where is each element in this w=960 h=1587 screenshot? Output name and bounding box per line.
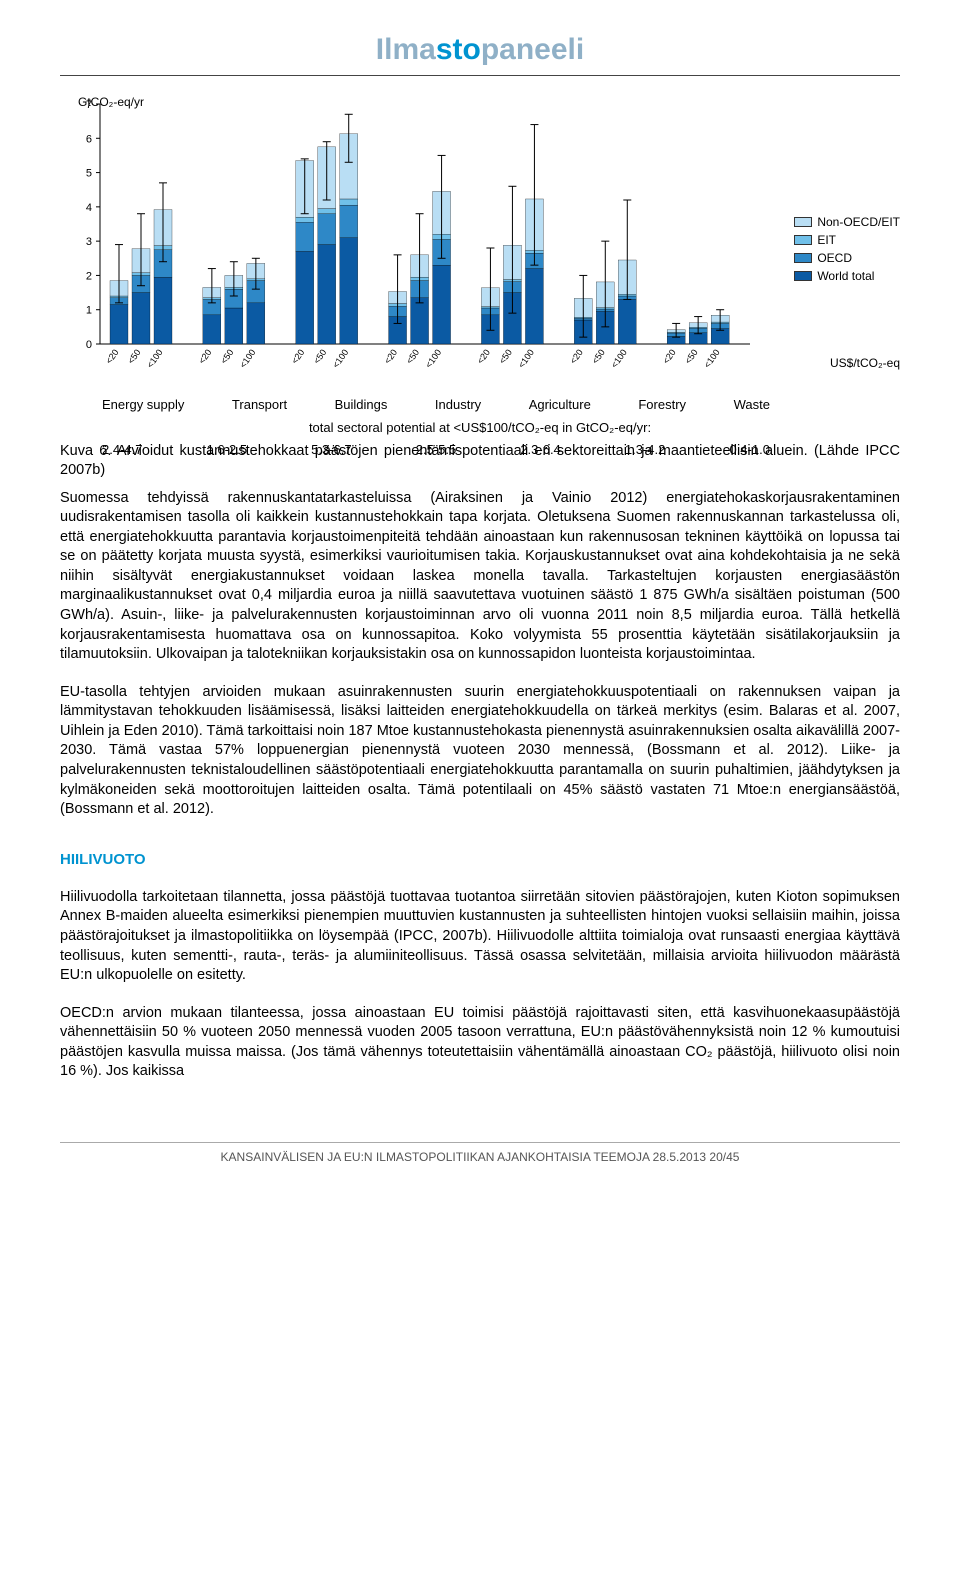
legend-item: OECD xyxy=(794,250,900,266)
sector-label: Waste xyxy=(734,396,770,414)
legend-swatch xyxy=(794,217,812,227)
potential-value: 2.3-6.4 xyxy=(520,441,560,459)
svg-text:3: 3 xyxy=(86,236,92,248)
legend-swatch xyxy=(794,253,812,263)
svg-text:<20: <20 xyxy=(197,347,214,365)
logo: Ilmastopaneeli xyxy=(60,30,900,71)
divider xyxy=(60,75,900,76)
svg-text:<100: <100 xyxy=(702,347,722,369)
legend-item: Non-OECD/EIT xyxy=(794,214,900,230)
sector-label: Buildings xyxy=(335,396,388,414)
svg-text:<50: <50 xyxy=(590,347,607,365)
sector-label: Industry xyxy=(435,396,481,414)
paragraph-4: OECD:n arvion mukaan tilanteessa, jossa … xyxy=(60,1004,900,1082)
svg-text:<20: <20 xyxy=(661,347,678,365)
sector-label: Agriculture xyxy=(529,396,591,414)
svg-text:<50: <50 xyxy=(404,347,421,365)
svg-text:1: 1 xyxy=(86,304,92,316)
svg-text:6: 6 xyxy=(86,133,92,145)
svg-text:<20: <20 xyxy=(104,347,121,365)
svg-text:<50: <50 xyxy=(219,347,236,365)
legend-label: OECD xyxy=(817,250,852,266)
potential-value: 5.3-6.7 xyxy=(311,441,351,459)
legend-item: EIT xyxy=(794,232,900,248)
sector-label: Transport xyxy=(232,396,287,414)
potential-text: total sectoral potential at <US$100/tCO₂… xyxy=(60,419,900,437)
legend-swatch xyxy=(794,271,812,281)
logo-post: paneeli xyxy=(481,33,584,66)
svg-text:<50: <50 xyxy=(683,347,700,365)
paragraph-1: Suomessa tehdyissä rakennuskantatarkaste… xyxy=(60,489,900,665)
potential-value: 1.3-4.2 xyxy=(625,441,665,459)
svg-text:<50: <50 xyxy=(311,347,328,365)
logo-pre: Ilma xyxy=(376,33,436,66)
svg-text:<100: <100 xyxy=(423,347,443,369)
svg-text:4: 4 xyxy=(86,201,92,213)
y-axis-label: GtCO₂-eq/yr xyxy=(78,94,144,110)
potential-value: 0.4-1.0 xyxy=(729,441,769,459)
chart-container: GtCO₂-eq/yr 01234567<20<50<100<20<50<100… xyxy=(60,94,900,434)
svg-text:2: 2 xyxy=(86,270,92,282)
sector-labels-row: Energy supply Transport Buildings Industry A… xyxy=(60,396,900,414)
svg-text:<100: <100 xyxy=(238,347,258,369)
legend-swatch xyxy=(794,235,812,245)
svg-text:<100: <100 xyxy=(145,347,165,369)
x-axis-label: US$/tCO₂-eq xyxy=(830,355,900,371)
svg-text:<100: <100 xyxy=(331,347,351,369)
legend-label: EIT xyxy=(817,232,836,248)
svg-text:<20: <20 xyxy=(475,347,492,365)
potential-value: 2.4-4.7 xyxy=(102,441,142,459)
svg-text:<50: <50 xyxy=(126,347,143,365)
legend-label: Non-OECD/EIT xyxy=(817,214,900,230)
chart-svg: 01234567<20<50<100<20<50<100<20<50<100<2… xyxy=(60,94,760,394)
sector-label: Forestry xyxy=(638,396,686,414)
svg-text:<100: <100 xyxy=(609,347,629,369)
paragraph-2: EU-tasolla tehtyjen arvioiden mukaan asu… xyxy=(60,683,900,820)
svg-text:5: 5 xyxy=(86,167,92,179)
logo-accent: sto xyxy=(436,33,481,66)
svg-text:<50: <50 xyxy=(497,347,514,365)
svg-text:<20: <20 xyxy=(568,347,585,365)
potential-value: 2.5-5.5 xyxy=(416,441,456,459)
svg-text:<20: <20 xyxy=(382,347,399,365)
section-heading-hiilivuoto: HIILIVUOTO xyxy=(60,850,900,870)
potential-value: 1.6-2.5 xyxy=(207,441,247,459)
legend: Non-OECD/EIT EIT OECD World total xyxy=(794,214,900,287)
potential-values-row: 2.4-4.7 1.6-2.5 5.3-6.7 2.5-5.5 2.3-6.4 1.3-4… xyxy=(60,441,900,459)
svg-text:<20: <20 xyxy=(289,347,306,365)
sector-label: Energy supply xyxy=(102,396,184,414)
svg-text:<100: <100 xyxy=(516,347,536,369)
svg-text:0: 0 xyxy=(86,339,92,351)
footer-text: KANSAINVÄLISEN JA EU:N ILMASTOPOLITIIKAN… xyxy=(60,1142,900,1165)
legend-label: World total xyxy=(817,268,874,284)
legend-item: World total xyxy=(794,268,900,284)
paragraph-3: Hiilivuodolla tarkoitetaan tilannetta, j… xyxy=(60,888,900,986)
